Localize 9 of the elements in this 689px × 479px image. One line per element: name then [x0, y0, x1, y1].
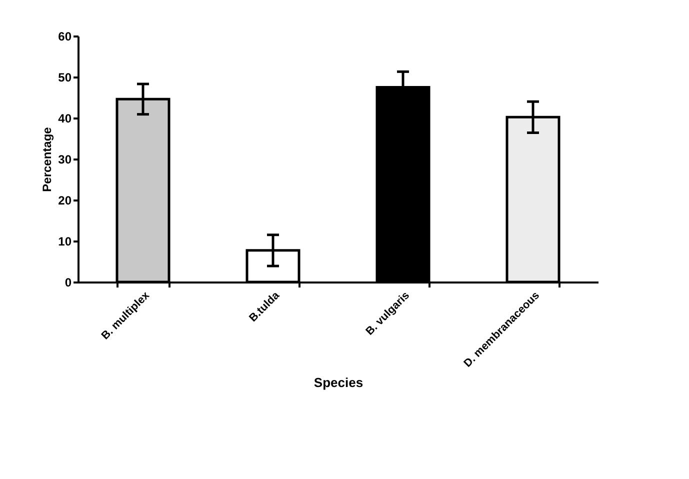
y-tick-label: 0 — [64, 276, 72, 290]
y-tick-label: 40 — [58, 112, 72, 126]
y-tick-label: 50 — [58, 70, 72, 84]
y-tick-label: 20 — [58, 194, 72, 208]
y-tick-label: 60 — [58, 30, 72, 44]
y-tick-label: 30 — [58, 152, 72, 166]
y-axis-title: Percentage — [40, 126, 54, 192]
x-axis-title: Species — [314, 375, 364, 390]
y-tick-label: 10 — [58, 234, 72, 248]
